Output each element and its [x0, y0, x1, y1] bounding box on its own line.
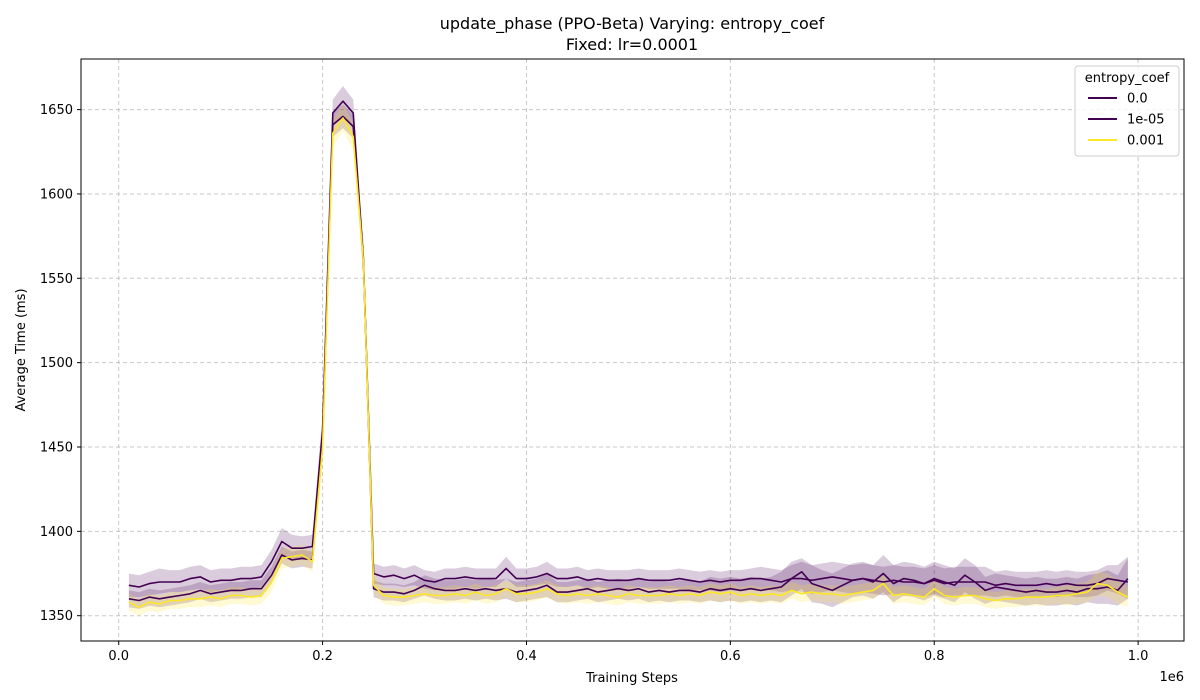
y-axis-label: Average Time (ms)	[14, 288, 29, 411]
y-tick-label: 1400	[40, 525, 73, 540]
chart-title: update_phase (PPO-Beta) Varying: entropy…	[440, 14, 825, 34]
confidence-band	[128, 104, 1128, 609]
legend-label: 0.0	[1127, 92, 1148, 107]
y-axis: 1350 1400 1450 1500 1550 1600 1650	[40, 103, 81, 624]
y-tick-label: 1350	[40, 609, 73, 624]
series-line	[128, 100, 1129, 588]
legend-label: 1e-05	[1127, 113, 1165, 128]
x-axis-label: Training Steps	[585, 671, 678, 686]
y-tick-label: 1450	[40, 441, 73, 456]
y-tick-label: 1600	[40, 187, 73, 202]
series-line	[128, 117, 1129, 609]
series-lines	[128, 100, 1129, 609]
plot-area-frame	[80, 58, 1185, 642]
x-tick-label: 0.0	[108, 649, 129, 664]
x-axis: 0.0 0.2 0.4 0.6 0.8 1.0	[108, 641, 1148, 664]
legend: entropy_coef 0.0 1e-05 0.001	[1074, 65, 1180, 157]
x-tick-label: 0.2	[312, 649, 333, 664]
grid-lines	[81, 59, 1184, 641]
y-tick-label: 1550	[40, 272, 73, 287]
x-offset-label: 1e6	[1159, 670, 1184, 685]
x-tick-label: 0.4	[516, 649, 537, 664]
legend-label: 0.001	[1127, 134, 1164, 149]
legend-box	[1074, 65, 1180, 157]
confidence-band	[128, 86, 1128, 599]
x-tick-label: 0.6	[720, 649, 741, 664]
confidence-bands	[128, 86, 1128, 616]
chart-subtitle: Fixed: lr=0.0001	[566, 35, 698, 54]
legend-title: entropy_coef	[1085, 71, 1170, 86]
x-tick-label: 1.0	[1128, 649, 1149, 664]
x-tick-label: 0.8	[924, 649, 945, 664]
y-tick-label: 1650	[40, 103, 73, 118]
series-line	[128, 115, 1129, 602]
y-tick-label: 1500	[40, 356, 73, 371]
